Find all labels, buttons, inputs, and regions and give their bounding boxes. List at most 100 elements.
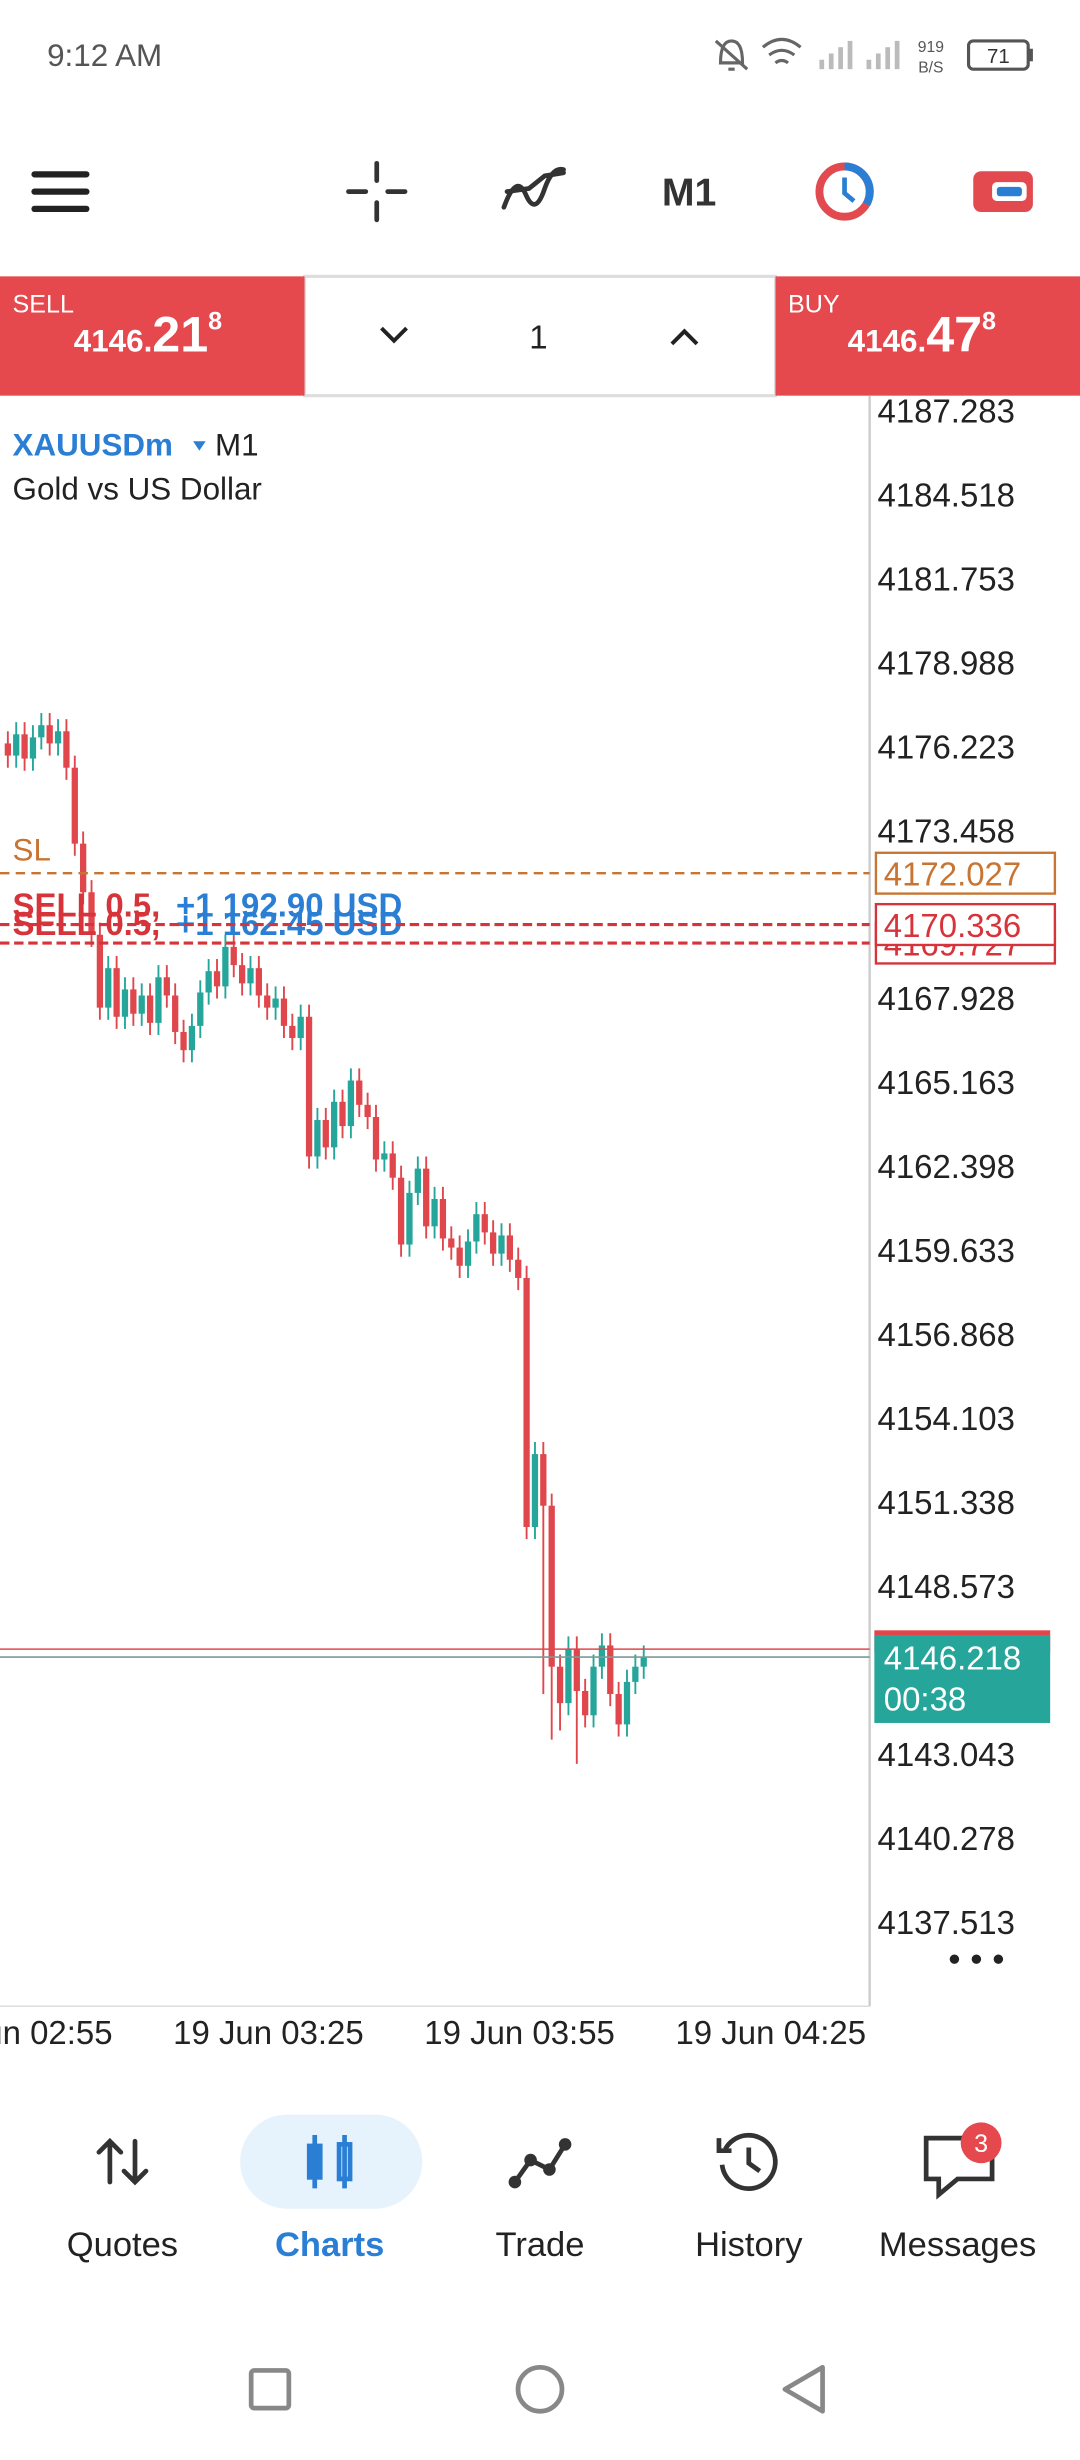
y-tick-label: 4167.928: [878, 980, 1015, 1017]
crosshair-button[interactable]: [346, 160, 408, 223]
candle-body: [439, 1198, 447, 1239]
nav-label[interactable]: History: [695, 2226, 803, 2264]
bid-price-box: [874, 1635, 1051, 1723]
recents-button[interactable]: [248, 2368, 292, 2411]
candle-body: [121, 989, 129, 1017]
candle-body: [322, 1120, 329, 1148]
candle-body: [305, 1016, 313, 1157]
menu-button[interactable]: [31, 171, 90, 213]
history-icon[interactable]: [716, 2132, 778, 2191]
nav-label[interactable]: Trade: [496, 2226, 585, 2264]
clock-button-path: [844, 162, 874, 207]
trade-button-rect: [996, 186, 1022, 197]
candle-body: [632, 1666, 639, 1682]
candle-body: [523, 1277, 530, 1527]
y-tick-label: 4156.868: [878, 1316, 1015, 1353]
candle-body: [255, 968, 262, 996]
signal-icons-rect: [847, 40, 853, 70]
stop-loss-label: SL: [13, 833, 51, 868]
trade-panel: SELL 4146.218 1 BUY 4146.478: [0, 274, 1080, 398]
buy-price-sup: 8: [982, 308, 996, 336]
candle-body: [339, 1101, 346, 1127]
messages-badge: 3: [974, 2130, 988, 2158]
symbol[interactable]: XAUUSDm: [13, 427, 173, 462]
home-button[interactable]: [515, 2364, 565, 2414]
quotes-icon-path: [96, 2137, 149, 2186]
nav-label[interactable]: Charts: [275, 2226, 384, 2264]
trade-icon[interactable]: [508, 2138, 572, 2189]
back-button[interactable]: [782, 2364, 825, 2414]
timeframe-button[interactable]: M1: [662, 171, 717, 215]
candle-body: [21, 734, 28, 759]
candle-body: [389, 1153, 396, 1178]
candle-body: [506, 1235, 513, 1260]
volume[interactable]: 1: [529, 319, 547, 356]
symbol-dropdown[interactable]: [193, 441, 206, 451]
buy-button[interactable]: BUY 4146.478: [775, 276, 1080, 396]
indicators-button[interactable]: [501, 166, 566, 210]
volume-up[interactable]: [670, 328, 699, 346]
candle-body: [205, 971, 212, 993]
candle-body: [4, 743, 11, 756]
charts-icon[interactable]: [306, 2134, 353, 2189]
more-button[interactable]: [949, 1954, 1004, 1964]
trade-icon-path: [512, 2143, 568, 2184]
history-icon-path: [716, 2138, 732, 2154]
plot-area: [4, 713, 647, 1764]
candle-body: [456, 1247, 463, 1266]
more-button-circle: [993, 1954, 1004, 1964]
sell-button[interactable]: SELL 4146.218: [0, 276, 305, 396]
y-tick-label: 4176.223: [878, 728, 1015, 765]
sell-price-sup: 8: [208, 308, 222, 336]
chart[interactable]: XAUUSDm M1 Gold vs US Dollar 4187.283 418…: [0, 392, 1015, 2051]
candle-body: [88, 892, 95, 935]
candle-body: [414, 1168, 421, 1193]
buy-price: 4146.478: [848, 307, 996, 363]
signal-icons-rect: [819, 59, 825, 70]
candle-body: [548, 1505, 555, 1667]
candle-body: [481, 1214, 488, 1233]
nav-label[interactable]: Messages: [879, 2226, 1036, 2264]
messages-icon[interactable]: 3: [923, 2122, 1002, 2200]
candle-body: [515, 1259, 522, 1278]
candle-body: [213, 971, 221, 987]
candle-body: [13, 734, 20, 756]
y-tick-label: 4187.283: [878, 392, 1015, 429]
trade-icon-circle: [543, 2163, 556, 2176]
candle-body: [598, 1645, 606, 1667]
candle-body: [607, 1645, 614, 1695]
candle-body: [347, 1080, 355, 1127]
bar-countdown: 00:38: [884, 1680, 966, 1717]
volume-down[interactable]: [380, 326, 408, 344]
buy-background: [775, 276, 1080, 396]
candle-body: [280, 998, 288, 1026]
history-icon-path: [719, 2132, 778, 2191]
x-tick-label: 19 Jun 03:25: [173, 2014, 364, 2051]
candle-body: [113, 968, 120, 1017]
candle-body: [331, 1101, 338, 1148]
signal-icons-rect: [866, 59, 872, 70]
candle-body: [314, 1120, 321, 1157]
nav-label[interactable]: Quotes: [67, 2226, 178, 2264]
candle-body: [222, 946, 229, 987]
candle-body: [464, 1241, 472, 1266]
candle-body: [381, 1153, 388, 1160]
trade-button[interactable]: [973, 171, 1033, 213]
stop-loss-price-label: 4172.027: [884, 856, 1021, 893]
toolbar: M1: [31, 160, 1033, 223]
candle-body: [423, 1168, 430, 1227]
x-tick-label: 19 Jun 04:25: [675, 2014, 866, 2051]
x-tick-label: 19 Jun 03:55: [424, 2014, 615, 2051]
candle-body: [448, 1238, 455, 1248]
candle-body: [372, 1116, 380, 1160]
candle-body: [531, 1454, 539, 1527]
candle-body: [197, 992, 204, 1026]
clock-button[interactable]: [815, 162, 874, 221]
clock-button-path: [842, 177, 856, 203]
y-tick-label: 4140.278: [878, 1820, 1015, 1857]
candle-body: [565, 1648, 572, 1704]
buy-price-main: 47: [926, 307, 982, 363]
quotes-icon[interactable]: [96, 2137, 149, 2186]
